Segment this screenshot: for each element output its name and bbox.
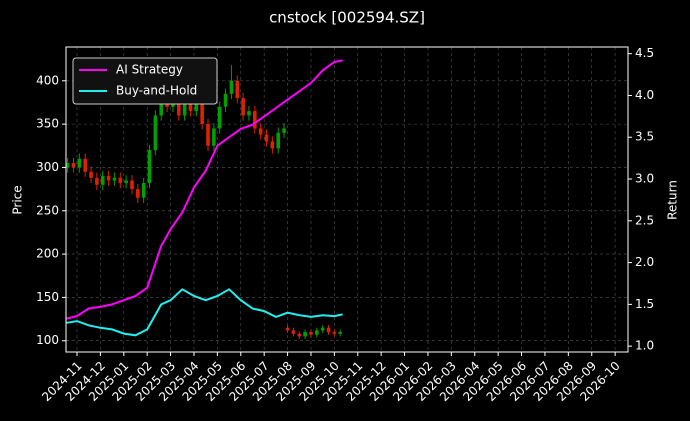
candle-body bbox=[332, 332, 337, 334]
candle-body bbox=[100, 176, 105, 185]
candle-body bbox=[276, 132, 281, 149]
candle-body bbox=[112, 177, 117, 181]
y-tick-label: 300 bbox=[36, 160, 59, 174]
candle-body bbox=[338, 332, 343, 334]
return-line bbox=[66, 59, 343, 320]
candle-body bbox=[241, 98, 245, 116]
candle-body bbox=[253, 111, 257, 129]
candle-body bbox=[200, 93, 204, 125]
y-tick-label: 400 bbox=[36, 73, 59, 87]
candle-body bbox=[182, 102, 187, 116]
y2-tick-label: 2.0 bbox=[635, 255, 654, 269]
candle-body bbox=[320, 327, 325, 331]
candle-body bbox=[315, 330, 319, 335]
candle-body bbox=[106, 176, 111, 181]
candle-body bbox=[206, 124, 210, 146]
candle-body bbox=[147, 150, 152, 184]
candle-body bbox=[297, 333, 302, 337]
candle-body bbox=[264, 134, 269, 142]
candle-body bbox=[77, 158, 82, 168]
candle-body bbox=[270, 141, 275, 149]
y2-tick-label: 2.5 bbox=[635, 213, 654, 227]
candle-body bbox=[223, 93, 228, 107]
legend-label: AI Strategy bbox=[116, 63, 183, 77]
y2-tick-label: 4.5 bbox=[635, 46, 654, 60]
candle-body bbox=[71, 163, 76, 168]
legend-box bbox=[72, 57, 218, 105]
candle-body bbox=[235, 80, 240, 99]
y2-tick-label: 1.5 bbox=[635, 297, 654, 311]
candle-body bbox=[326, 327, 331, 333]
candle-body bbox=[188, 102, 193, 112]
candle-body bbox=[136, 189, 140, 198]
candle-body bbox=[282, 128, 286, 133]
candle-body bbox=[153, 115, 158, 151]
candle-body bbox=[130, 180, 134, 190]
y-axis-label: Price bbox=[11, 185, 25, 214]
candle-body bbox=[309, 332, 313, 335]
y-tick-label: 250 bbox=[36, 203, 59, 217]
candle-body bbox=[212, 128, 216, 146]
candle-body bbox=[124, 180, 128, 184]
candle-body bbox=[95, 177, 99, 185]
y2-tick-label: 3.5 bbox=[635, 130, 654, 144]
candle-body bbox=[83, 158, 87, 172]
candle-body bbox=[229, 80, 234, 94]
candle-body bbox=[89, 171, 93, 178]
candle-body bbox=[217, 106, 222, 129]
y2-tick-label: 1.0 bbox=[635, 339, 654, 353]
y2-tick-label: 4.0 bbox=[635, 88, 654, 102]
plot-frame bbox=[65, 46, 629, 353]
candle-body bbox=[118, 177, 123, 184]
y-tick-label: 150 bbox=[36, 290, 59, 304]
candle-body bbox=[176, 93, 181, 116]
y-tick-label: 200 bbox=[36, 247, 59, 261]
y2-axis-label: Return bbox=[666, 180, 680, 220]
candle-body bbox=[247, 111, 251, 116]
candle-body bbox=[291, 330, 296, 334]
candle-body bbox=[303, 332, 307, 337]
candle-body bbox=[65, 163, 70, 168]
y-tick-label: 350 bbox=[36, 117, 59, 131]
legend-label: Buy-and-Hold bbox=[116, 84, 197, 98]
candle-body bbox=[159, 98, 164, 116]
candle-body bbox=[285, 327, 290, 331]
chart-title: cnstock [002594.SZ] bbox=[269, 9, 425, 27]
return-line bbox=[66, 288, 343, 337]
candle-body bbox=[258, 128, 263, 135]
y-tick-label: 100 bbox=[36, 333, 59, 347]
candle-body bbox=[141, 183, 146, 198]
y2-tick-label: 3.0 bbox=[635, 172, 654, 186]
